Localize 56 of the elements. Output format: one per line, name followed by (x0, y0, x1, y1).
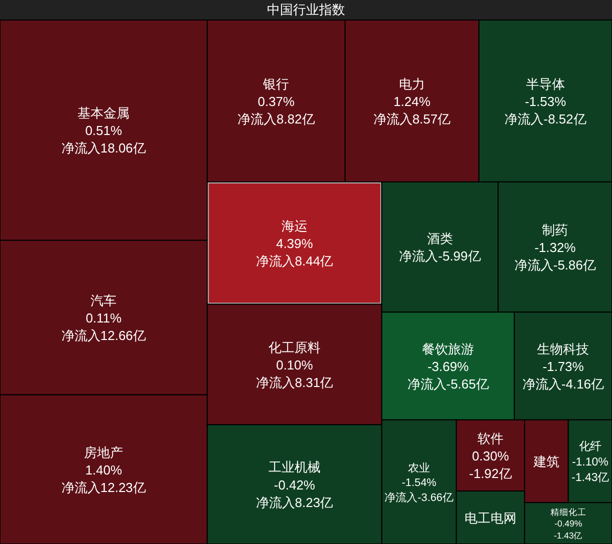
cell: 酒类 净流入-5.99亿 (381, 181, 499, 313)
data-label: 净流入-4.16亿 (522, 376, 604, 392)
data-label: 净流入8.31亿 (256, 374, 334, 390)
data-label: -1.10% (572, 456, 608, 469)
category-label: 化工原料 (268, 340, 321, 355)
category-label: 基本金属 (78, 106, 130, 121)
data-label: 净流入18.06亿 (61, 140, 146, 156)
data-label: 净流入8.57亿 (373, 111, 451, 126)
category-label: 汽车 (90, 292, 117, 308)
data-label: -1.73% (542, 358, 584, 374)
data-label: 净流入8.82亿 (238, 111, 315, 126)
data-label: 净流入-5.99亿 (399, 248, 481, 264)
cell: 建筑 (524, 419, 569, 504)
data-label: 净流入8.23亿 (256, 494, 334, 510)
data-label: 净流入12.66亿 (61, 328, 146, 344)
category-label: 工业机械 (268, 460, 321, 475)
category-label: 银行 (262, 76, 290, 92)
data-label: -1.43亿 (572, 472, 609, 484)
category-label: 生物科技 (537, 341, 590, 356)
data-label: 0.51% (85, 123, 123, 138)
data-label: 净流入-5.86亿 (514, 257, 596, 272)
category-label: 海运 (282, 218, 308, 234)
data-label: -1.54% (402, 477, 437, 490)
category-label: 餐饮旅游 (422, 341, 474, 356)
data-label: 0.11% (86, 310, 122, 326)
category-label: 软件 (477, 430, 504, 446)
category-label: 制药 (542, 222, 568, 238)
data-label: 1.40% (85, 462, 123, 478)
data-label: 净流入-3.66亿 (384, 490, 454, 504)
title-bar: 中国行业指数 (0, 0, 612, 20)
category-label: 农业 (408, 461, 430, 474)
data-label: 0.37% (258, 94, 296, 109)
data-label: -3.69% (427, 358, 470, 374)
data-label: -1.92亿 (469, 466, 512, 481)
data-label: -0.42% (274, 477, 316, 492)
category-label: 房地产 (84, 444, 124, 460)
category-label: 建筑 (532, 454, 560, 470)
category-label: 电力 (398, 76, 425, 92)
data-label: 净流入8.44亿 (256, 254, 334, 269)
category-label: 酒类 (426, 231, 453, 246)
category-label: 半导体 (526, 76, 565, 92)
data-label: 1.24% (394, 94, 431, 109)
category-label: 精细化工 (550, 506, 586, 517)
category-label: 电工电网 (464, 510, 516, 526)
cell: 电工电网 (456, 490, 526, 544)
data-label: -1.43亿 (554, 530, 583, 540)
data-label: -0.49% (554, 518, 582, 529)
data-label: -1.32% (534, 240, 576, 255)
category-label: 化纤 (579, 441, 602, 454)
data-label: 0.10% (276, 357, 314, 372)
data-label: 4.39% (276, 236, 314, 252)
data-label: 净流入-5.65亿 (407, 376, 489, 392)
data-label: 净流入-8.52亿 (504, 111, 586, 126)
data-label: -1.53% (524, 94, 566, 109)
data-label: 净流入12.23亿 (61, 480, 146, 495)
data-label: 0.30% (472, 448, 510, 464)
